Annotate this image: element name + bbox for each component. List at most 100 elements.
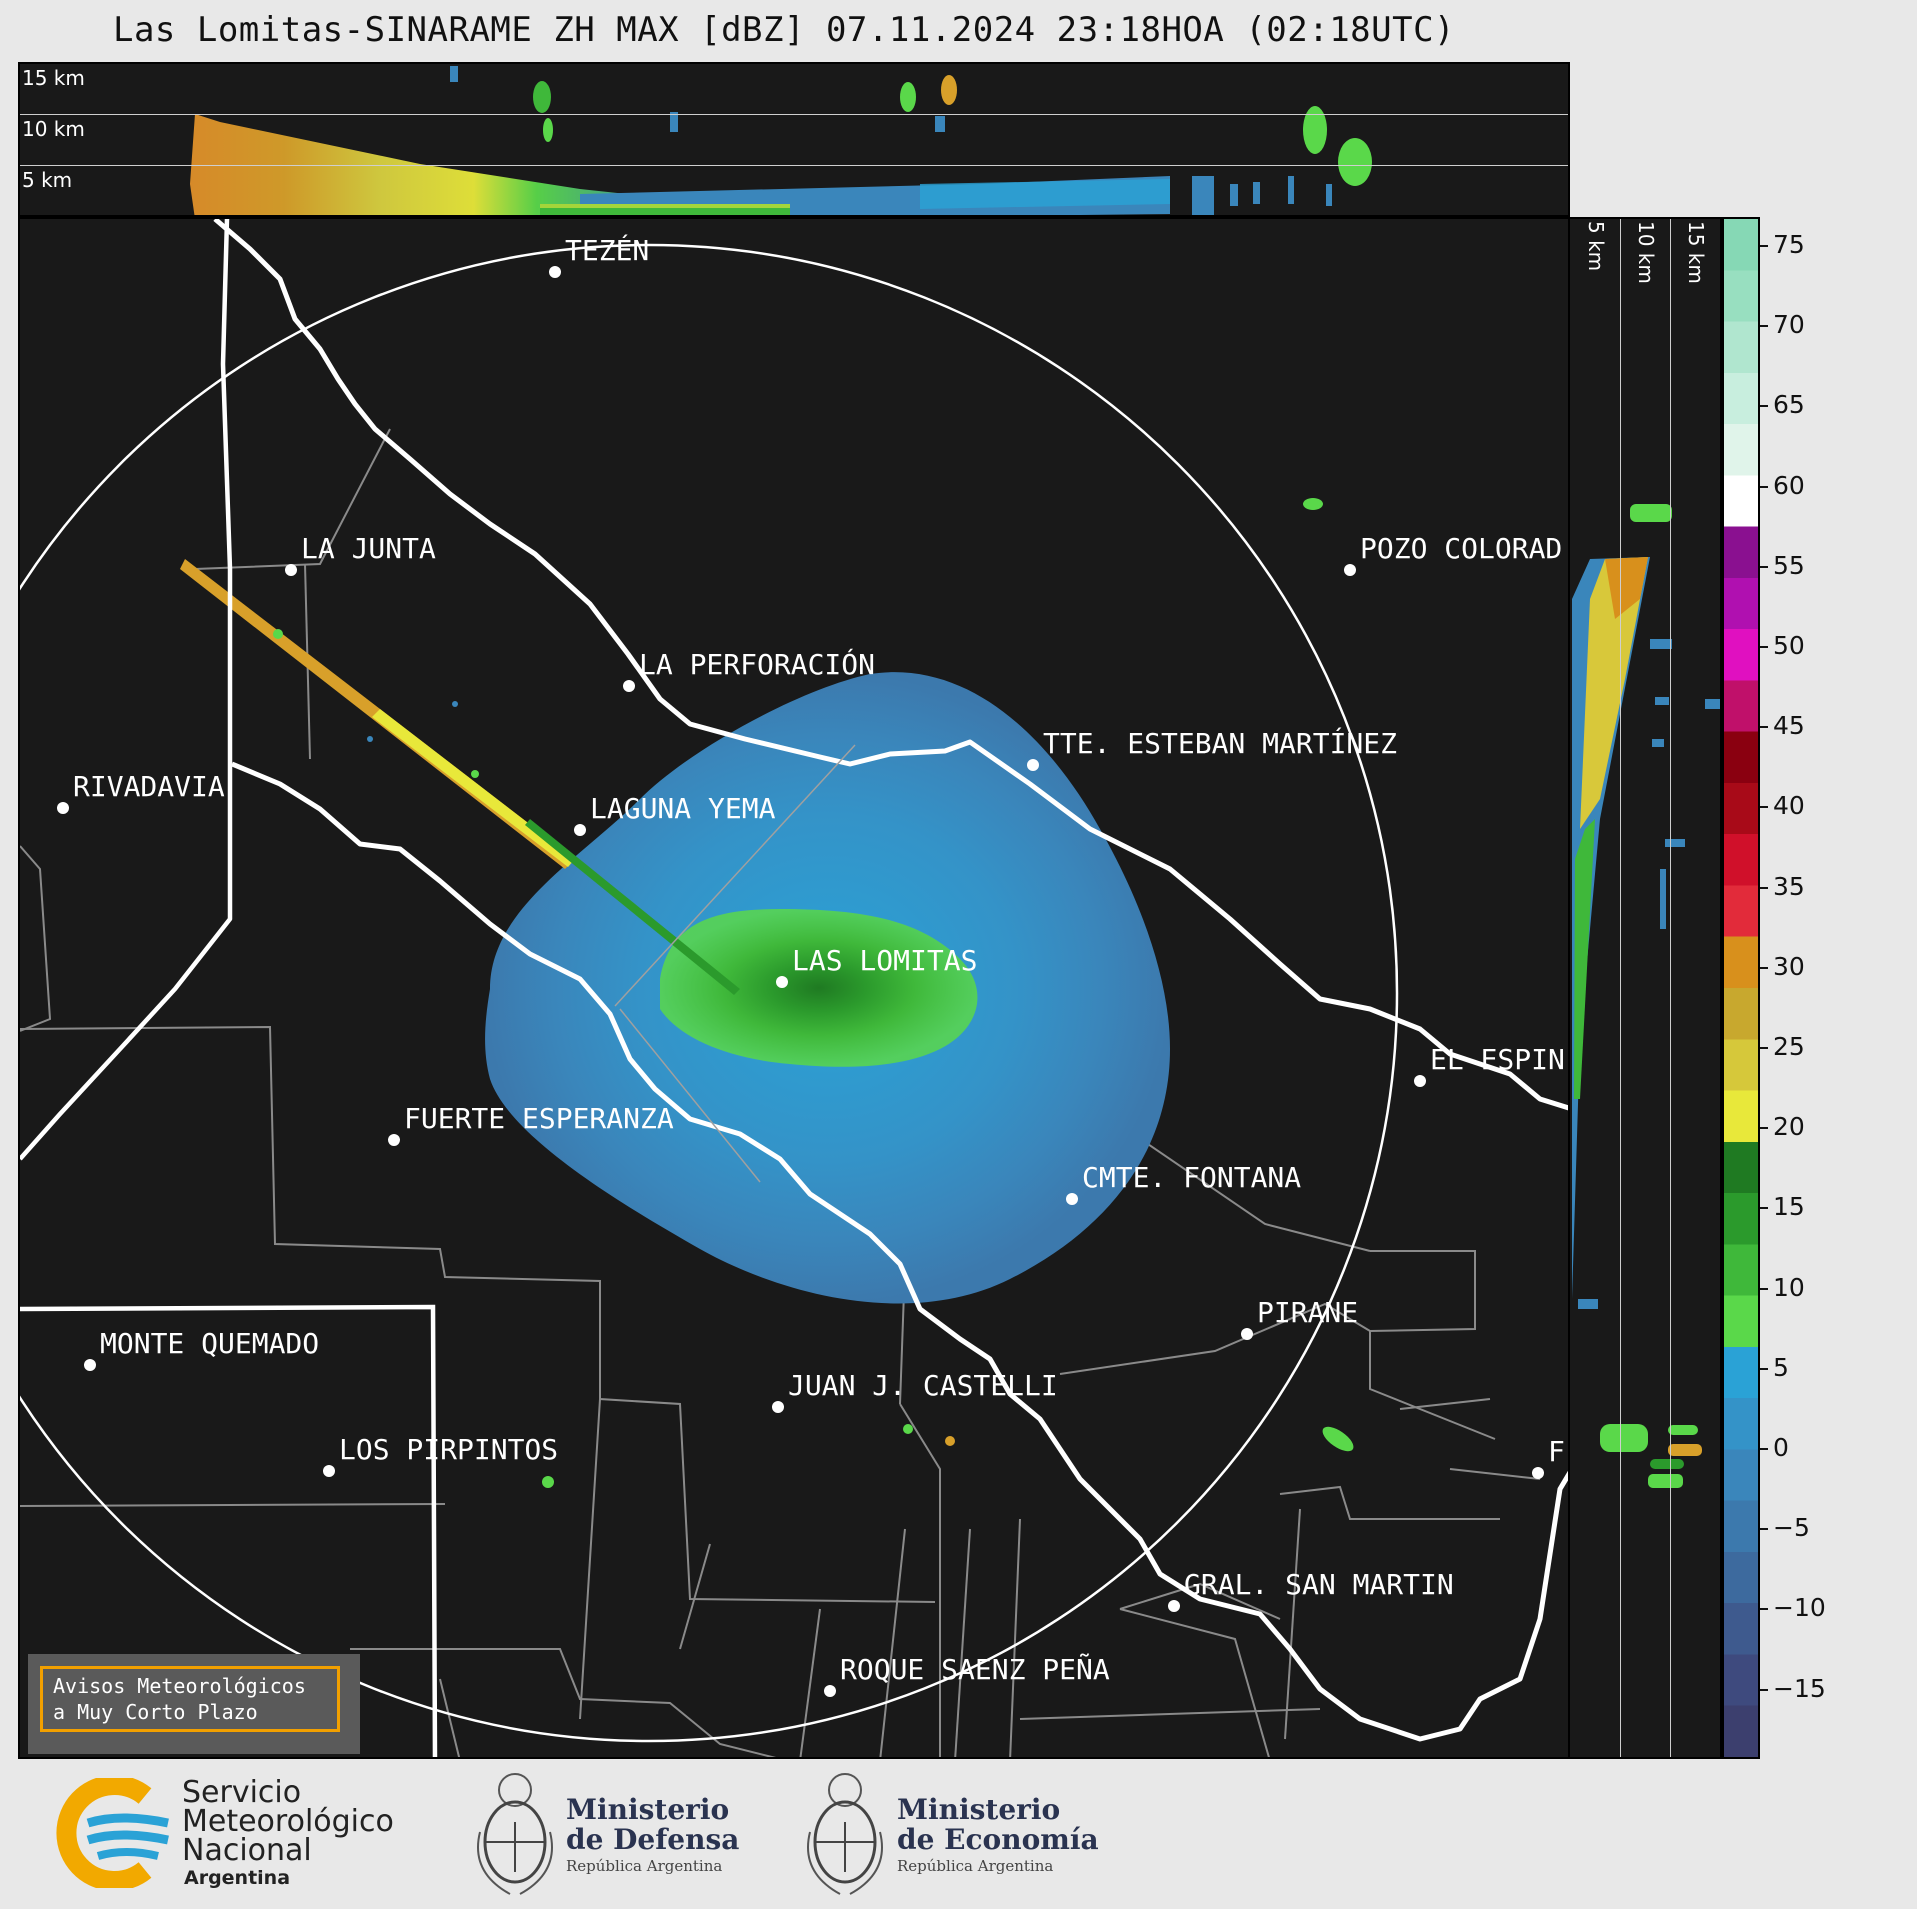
colorbar-tick-mark xyxy=(1760,886,1768,889)
location-label: EL ESPIN xyxy=(1430,1043,1565,1076)
location-juan-j-castelli: JUAN J. CASTELLI xyxy=(772,1369,1058,1413)
colorbar-tick-label: 65 xyxy=(1773,390,1805,420)
location-label: PIRANE xyxy=(1257,1296,1358,1329)
height-label-5km: 5 km xyxy=(22,168,73,192)
colorbar-tick-mark xyxy=(1760,1367,1768,1370)
location-dot xyxy=(1027,759,1039,771)
right-height-profile-panel: 5 km 10 km 15 km xyxy=(1570,217,1722,1759)
colorbar-tick-label: 45 xyxy=(1773,711,1805,741)
location-f: F xyxy=(1532,1435,1565,1479)
smn-line3: Nacional xyxy=(182,1833,312,1868)
height-line-10km xyxy=(20,114,1568,115)
defensa-coat-of-arms-icon xyxy=(477,1773,553,1895)
height-line-10km-vertical xyxy=(1670,219,1671,1757)
location-tte-esteban-mart-nez: TTE. ESTEBAN MARTÍNEZ xyxy=(1027,726,1397,771)
defensa-name: Ministerio de Defensa República Argentin… xyxy=(566,1793,740,1876)
location-los-pirpintos: LOS PIRPINTOS xyxy=(323,1433,558,1477)
avisos-legend-box: Avisos Meteorológicos a Muy Corto Plazo xyxy=(28,1654,360,1754)
location-label: JUAN J. CASTELLI xyxy=(788,1369,1058,1402)
location-label: LAS LOMITAS xyxy=(792,944,977,977)
avisos-legend-line1: Avisos Meteorológicos xyxy=(53,1674,306,1698)
radar-range-ring xyxy=(20,243,1399,1743)
defensa-line2: de Defensa xyxy=(566,1823,740,1856)
location-label: CMTE. FONTANA xyxy=(1082,1161,1301,1194)
colorbar-tick-label: 0 xyxy=(1773,1433,1789,1462)
colorbar-tick-label: 5 xyxy=(1773,1352,1789,1382)
defensa-sub: República Argentina xyxy=(566,1857,723,1875)
defensa-line1: Ministerio xyxy=(566,1793,730,1826)
radar-echo-field xyxy=(180,498,1354,1488)
colorbar-tick-mark xyxy=(1760,485,1768,488)
colorbar-tick-mark xyxy=(1760,1688,1768,1691)
location-dot xyxy=(1241,1328,1253,1340)
location-gral-san-martin: GRAL. SAN MARTIN xyxy=(1168,1568,1454,1612)
location-dot xyxy=(1168,1600,1180,1612)
colorbar-tick-label: 40 xyxy=(1773,791,1805,821)
colorbar-tick-mark xyxy=(1760,1047,1768,1049)
economia-sub: República Argentina xyxy=(897,1857,1054,1875)
location-label: MONTE QUEMADO xyxy=(100,1327,319,1360)
chart-title: Las Lomitas-SINARAME ZH MAX [dBZ] 07.11.… xyxy=(112,10,1456,50)
colorbar-tick-mark xyxy=(1760,646,1768,648)
location-dot xyxy=(776,976,788,988)
colorbar-tick-label: 55 xyxy=(1773,550,1805,580)
right-profile-echoes xyxy=(1572,504,1720,1488)
colorbar-tick-mark xyxy=(1760,1448,1768,1450)
location-monte-quemado: MONTE QUEMADO xyxy=(84,1327,319,1371)
location-dot xyxy=(388,1134,400,1146)
location-label: ROQUE SAENZ PEÑA xyxy=(840,1652,1110,1686)
colorbar-tick-label: −10 xyxy=(1773,1593,1826,1623)
location-dot xyxy=(285,564,297,576)
colorbar-tick-label: 35 xyxy=(1773,871,1805,901)
colorbar-tick-mark xyxy=(1760,726,1768,729)
colorbar-tick-mark xyxy=(1760,806,1768,809)
location-pozo-colorad: POZO COLORAD xyxy=(1344,532,1562,576)
location-fuerte-esperanza: FUERTE ESPERANZA xyxy=(388,1102,674,1146)
colorbar-tick-mark xyxy=(1760,966,1768,969)
location-pirane: PIRANE xyxy=(1241,1296,1358,1340)
colorbar-tick-label: 10 xyxy=(1773,1272,1805,1302)
colorbar-tick-label: 15 xyxy=(1773,1192,1805,1222)
location-cmte-fontana: CMTE. FONTANA xyxy=(1066,1161,1301,1205)
colorbar-tick-label: −5 xyxy=(1773,1513,1810,1543)
colorbar-tick-mark xyxy=(1760,325,1768,328)
radar-section-line xyxy=(614,744,856,1007)
location-dot xyxy=(57,802,69,814)
top-height-profile-panel: 15 km 10 km 5 km xyxy=(18,62,1570,217)
location-label: LA PERFORACIÓN xyxy=(639,647,875,681)
colorbar-tick-mark xyxy=(1760,1287,1768,1290)
height-label-10km: 10 km xyxy=(22,117,85,141)
colorbar-tick-label: 70 xyxy=(1773,310,1805,340)
height-label-5km-vertical: 5 km xyxy=(1584,221,1608,272)
location-el-espin: EL ESPIN xyxy=(1414,1043,1565,1087)
location-la-perforaci-n: LA PERFORACIÓN xyxy=(623,647,875,692)
location-label: TEZÉN xyxy=(565,233,649,267)
economia-name: Ministerio de Economía República Argenti… xyxy=(897,1793,1099,1876)
colorbar-tick-label: 75 xyxy=(1773,230,1805,259)
location-label: RIVADAVIA xyxy=(73,770,225,803)
location-dot xyxy=(1414,1075,1426,1087)
dbz-colorbar xyxy=(1722,217,1760,1759)
height-line-5km-vertical xyxy=(1620,219,1621,1757)
location-dot xyxy=(1344,564,1356,576)
location-rivadavia: RIVADAVIA xyxy=(57,770,225,814)
height-label-15km-vertical: 15 km xyxy=(1684,221,1708,284)
economia-line1: Ministerio xyxy=(897,1793,1061,1826)
radar-map-panel: TEZÉN LA JUNTA POZO COLORAD LA PERFORACIÓN T… xyxy=(18,217,1570,1759)
location-dot xyxy=(1532,1467,1544,1479)
height-line-5km xyxy=(20,165,1568,166)
colorbar-tick-mark xyxy=(1760,245,1768,247)
colorbar-tick-mark xyxy=(1760,405,1768,408)
colorbar-tick-mark xyxy=(1760,1127,1768,1130)
economia-coat-of-arms-icon xyxy=(807,1773,883,1895)
location-dot xyxy=(772,1401,784,1413)
radar-section-line-b xyxy=(619,1008,761,1183)
smn-line2: Meteorológico xyxy=(182,1804,394,1839)
colorbar-tick-mark xyxy=(1760,1608,1768,1611)
location-label: LAGUNA YEMA xyxy=(590,792,776,825)
location-label: LOS PIRPINTOS xyxy=(339,1433,558,1466)
economia-line2: de Economía xyxy=(897,1823,1099,1856)
location-dot xyxy=(323,1465,335,1477)
location-las-lomitas: LAS LOMITAS xyxy=(776,944,977,988)
avisos-legend-frame: Avisos Meteorológicos a Muy Corto Plazo xyxy=(40,1666,340,1732)
